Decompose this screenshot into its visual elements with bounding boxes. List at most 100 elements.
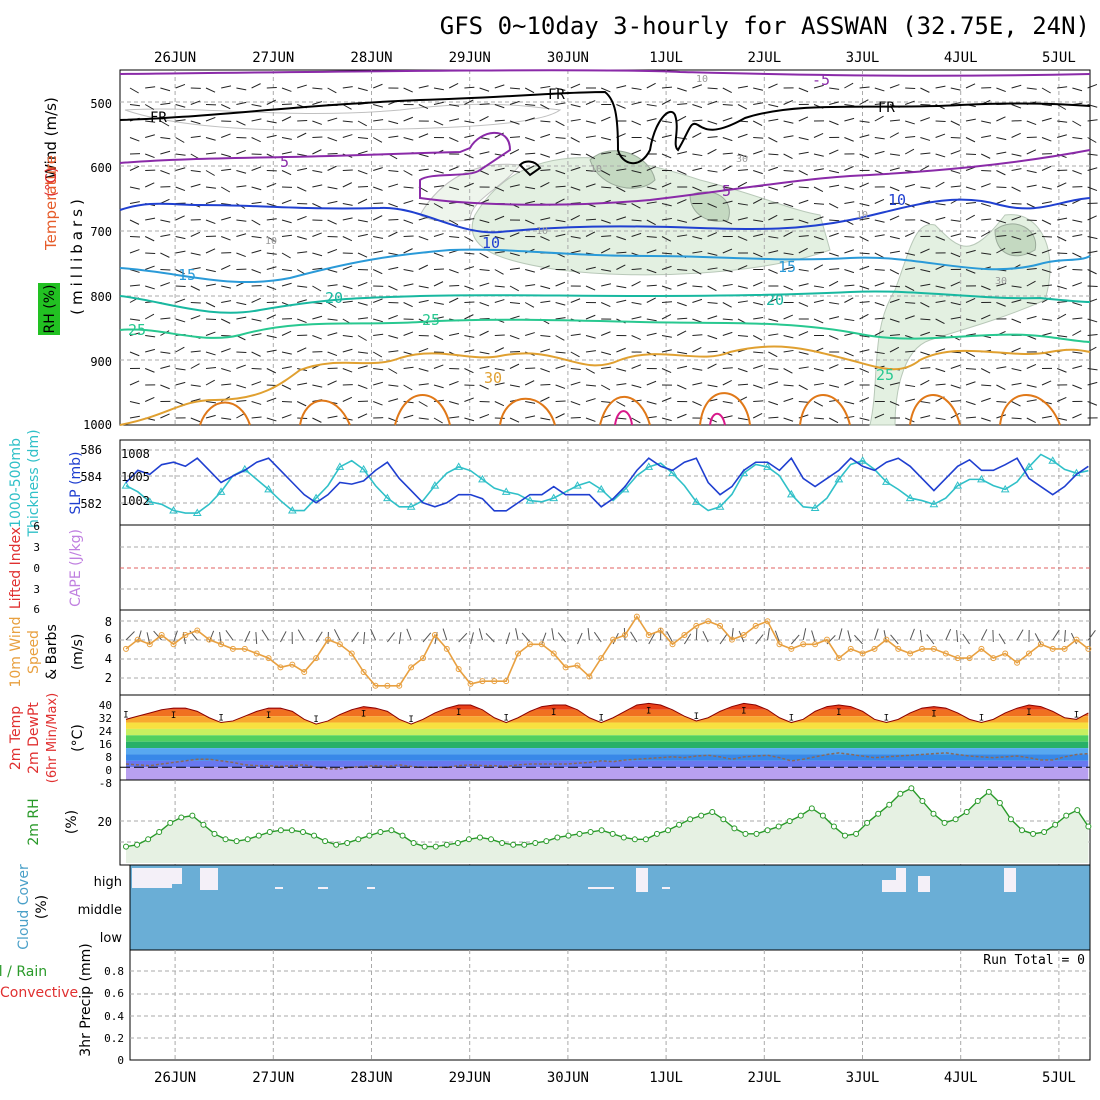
wind-barb <box>540 265 550 270</box>
wind-barb <box>418 285 429 289</box>
wind-barb <box>388 183 399 188</box>
wind-speed-line-point <box>277 664 284 671</box>
wind-barb <box>905 120 915 125</box>
wind-barb <box>479 330 489 336</box>
wind-barb <box>479 302 490 307</box>
wind-barb <box>692 215 702 221</box>
wind-barb <box>525 269 535 273</box>
rh-point <box>853 830 860 837</box>
wind-barb <box>889 285 901 288</box>
wind-barb <box>190 252 201 256</box>
wind10m-barb <box>695 627 698 641</box>
contour-label-15-a: 15 <box>178 266 196 284</box>
temp-minmax-mark: I <box>456 708 461 718</box>
wind-barb <box>555 198 565 204</box>
wind-barb <box>798 186 809 189</box>
wind-barb <box>1087 137 1097 143</box>
wind-barb <box>312 252 323 257</box>
wind-barb <box>889 401 900 406</box>
wind-barb <box>175 269 185 275</box>
wind-barb <box>965 166 976 171</box>
wind-barb <box>509 363 520 369</box>
wind-speed-line-point <box>301 668 308 675</box>
wind-barb <box>661 335 672 338</box>
wind-barb <box>829 101 839 105</box>
rh-point <box>919 798 926 805</box>
wind-barb <box>813 285 824 289</box>
wind-barb <box>403 87 413 93</box>
wind-barb <box>236 252 246 258</box>
wind-barb <box>342 169 353 171</box>
wind-barb <box>1057 252 1068 255</box>
wind-barb <box>768 166 779 171</box>
wind-barb <box>555 335 565 341</box>
wind-barb <box>266 285 277 291</box>
wind-barb <box>737 236 748 241</box>
wind-barb <box>357 185 369 188</box>
wind-barb <box>798 247 808 254</box>
wind-barb <box>722 117 733 122</box>
wind-barb <box>737 181 748 188</box>
wind-barb <box>494 401 505 407</box>
wind-speed-line-point <box>218 641 225 648</box>
wind-barb <box>129 401 140 405</box>
wind10m-barb <box>521 632 531 643</box>
wind-barb <box>145 335 156 338</box>
wind-barb <box>920 104 931 106</box>
rh-point <box>510 841 517 848</box>
wind-barb <box>585 266 596 270</box>
wind-barb <box>813 153 824 157</box>
wind-tick-4: 4 <box>105 652 112 666</box>
wind-barb <box>388 231 398 237</box>
wind-barb <box>144 236 155 242</box>
wind-barb <box>509 350 521 353</box>
wind-barb <box>965 186 976 191</box>
wind-barb <box>342 348 353 353</box>
wind-barb <box>692 401 702 407</box>
wind-barb <box>433 268 445 270</box>
wind-barb <box>281 401 293 403</box>
wind-speed-line-point <box>313 655 320 662</box>
rh-point <box>1018 827 1025 834</box>
cloud-gap <box>918 876 930 892</box>
wind-barb <box>175 250 186 254</box>
wind-barb <box>692 186 702 192</box>
wind-barb <box>509 384 520 388</box>
wind-barb <box>327 165 337 171</box>
rh-point <box>631 836 638 843</box>
wind-barb <box>1011 236 1022 240</box>
wind-barb <box>677 234 688 237</box>
wind-barb <box>145 348 155 353</box>
wind-barb <box>1026 120 1037 126</box>
wind-barb <box>874 302 885 307</box>
wind-speed-line-point <box>170 641 177 648</box>
wind-barb <box>221 383 232 386</box>
wind-barb <box>737 300 748 303</box>
wind-barb <box>935 335 946 337</box>
temp-tick-minus8: -8 <box>99 777 112 790</box>
wind-barb <box>570 215 580 221</box>
wind-barb <box>418 264 429 270</box>
wind-barb <box>251 201 262 204</box>
wind-barb <box>646 118 657 122</box>
wind-speed-line-point <box>467 680 474 687</box>
temp-minmax-mark: I <box>599 714 604 724</box>
wind-barb <box>1087 381 1098 386</box>
wind-barb <box>373 250 384 254</box>
wind-barb <box>1026 252 1037 257</box>
rh-point <box>753 830 760 837</box>
wind-barb <box>1011 285 1022 288</box>
wind-barb <box>905 135 916 138</box>
wind-barb <box>707 100 718 105</box>
wind-barb <box>221 368 231 372</box>
wind-barb <box>540 153 551 158</box>
wind10m-barb <box>854 634 863 645</box>
wind-barb <box>1057 120 1068 123</box>
wind-barb <box>1011 104 1022 109</box>
wind-barb <box>874 282 885 287</box>
wind-barb <box>783 335 794 339</box>
contour-label-25-c: 25 <box>876 366 894 384</box>
wind-barb <box>935 216 946 221</box>
wind-barb <box>874 87 885 92</box>
